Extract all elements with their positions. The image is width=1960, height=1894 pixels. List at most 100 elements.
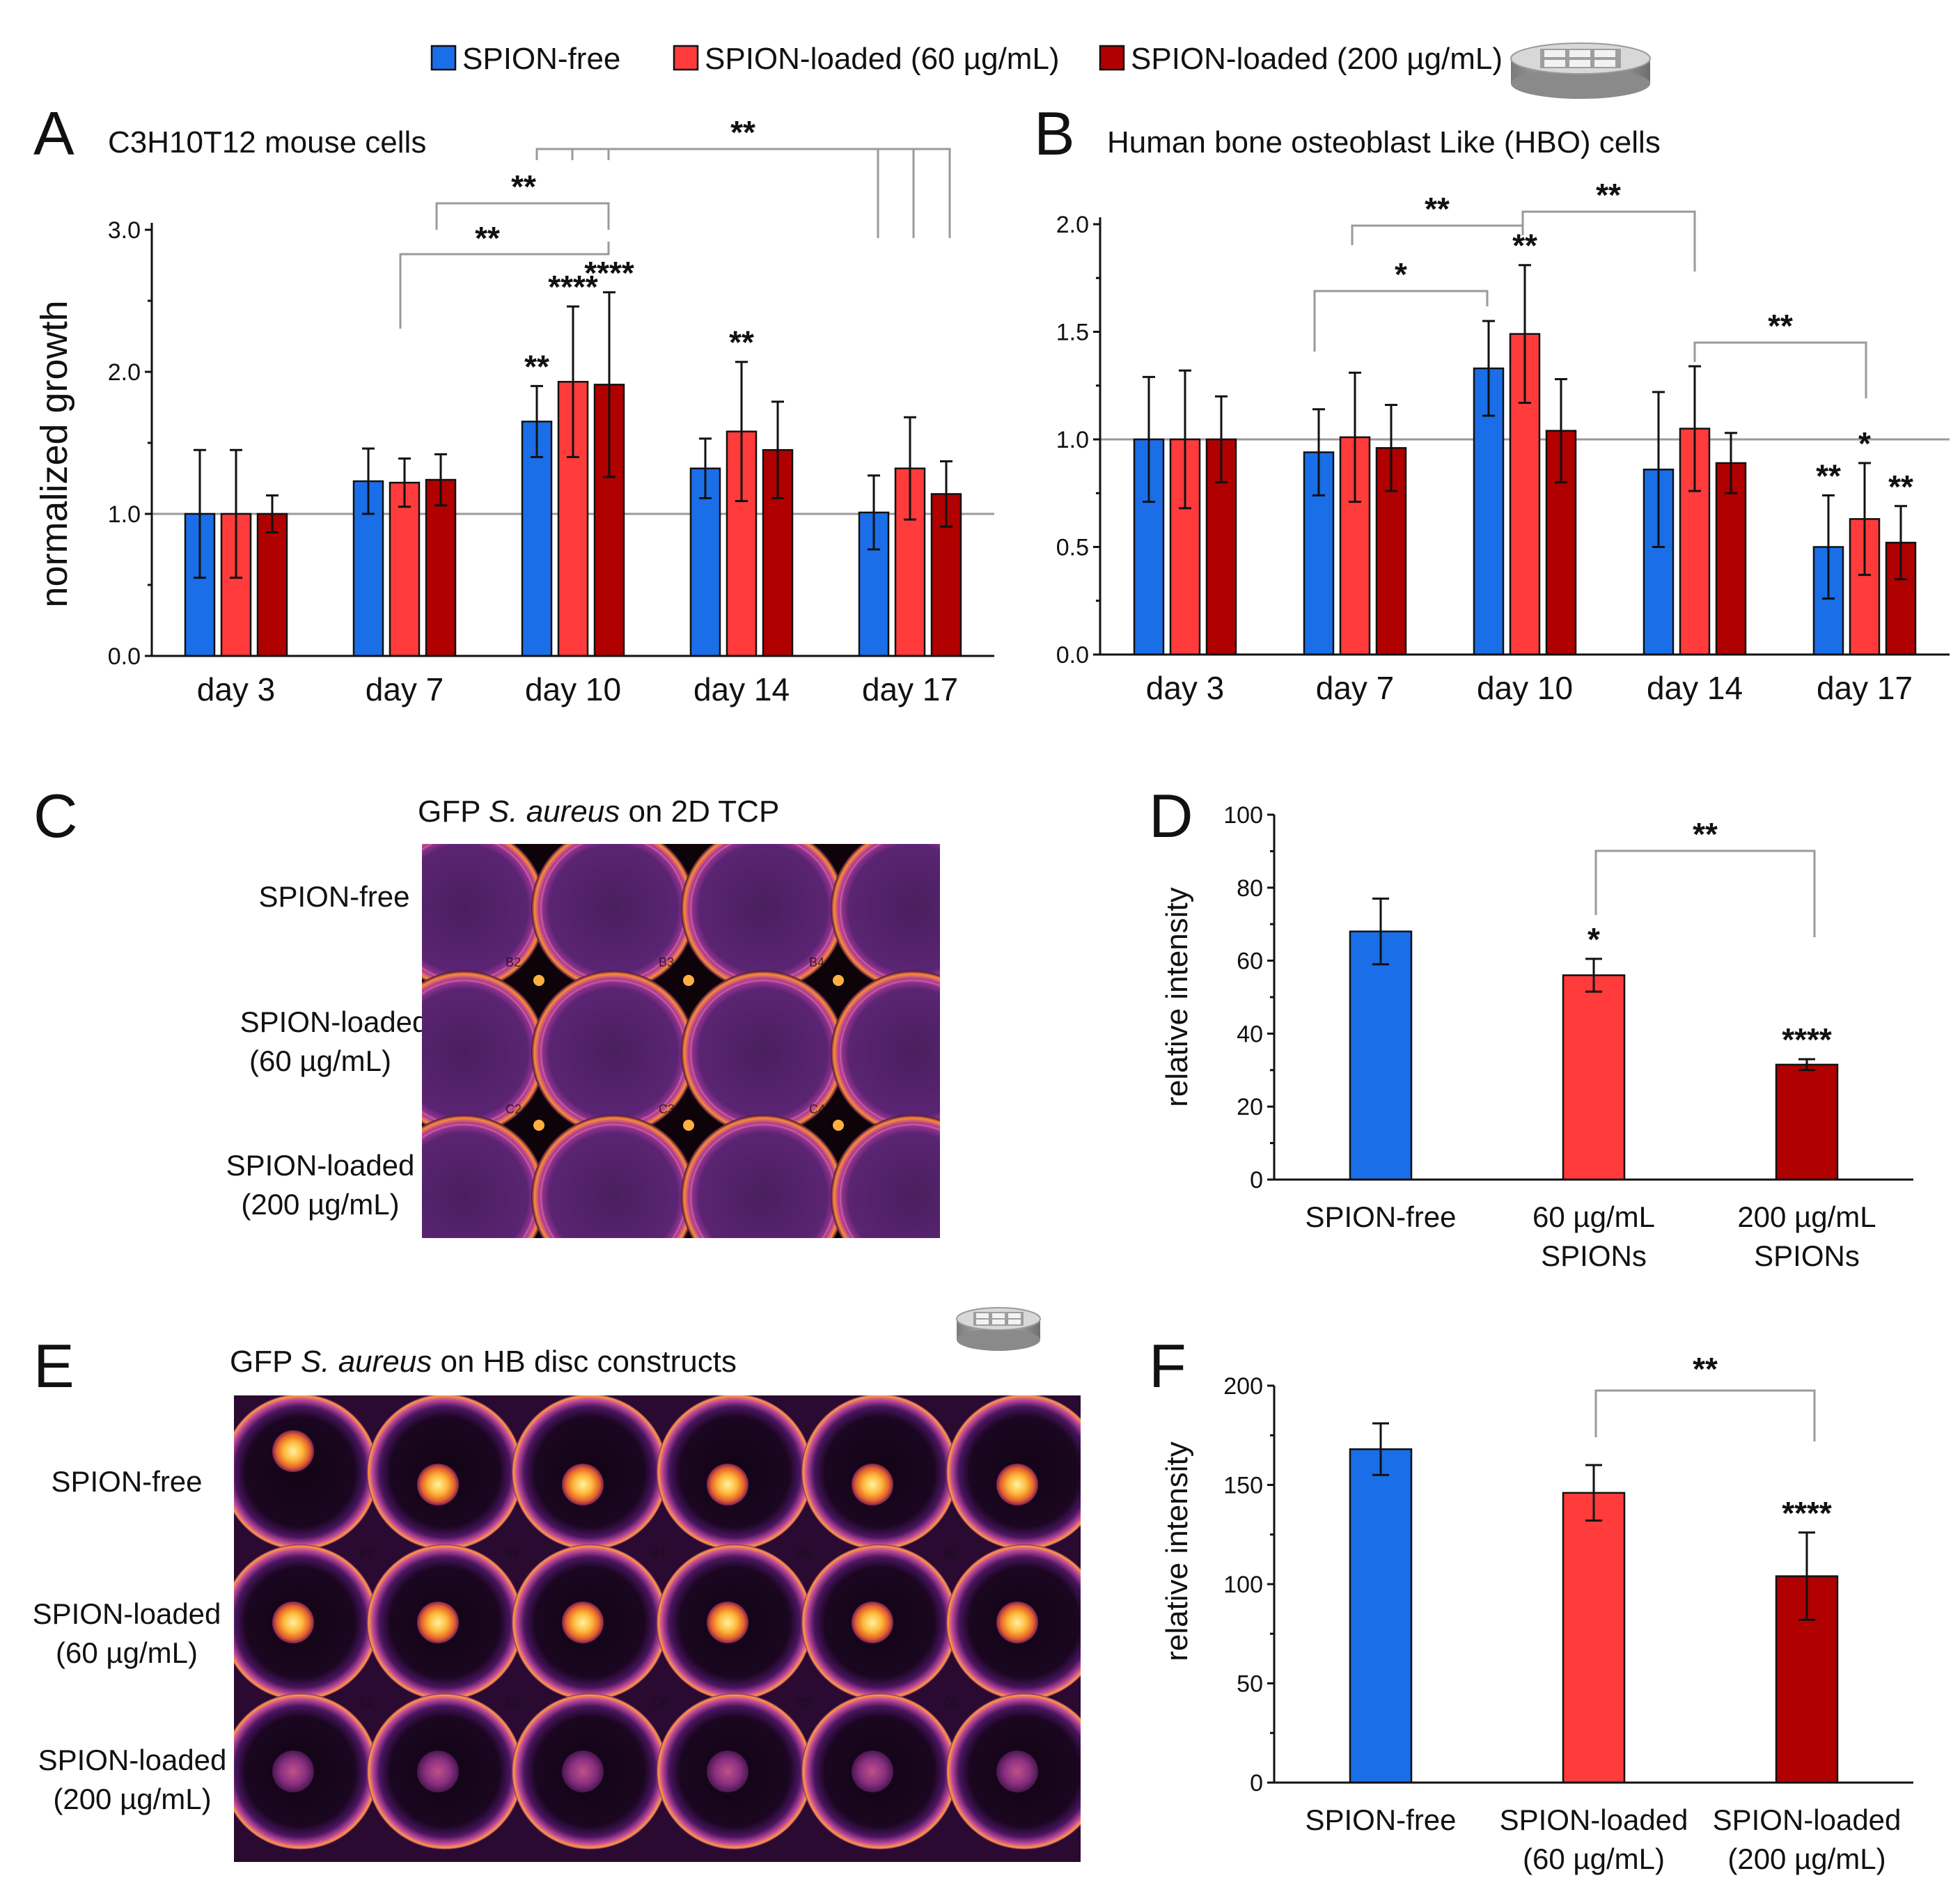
svg-text:C2: C2 (359, 1697, 374, 1709)
panel-c-well-junction (833, 975, 844, 986)
panel-b-significance-label: * (1858, 425, 1871, 462)
panel-b-significance-label: ** (1888, 469, 1913, 505)
panel-b-ytick-label: 1.5 (1056, 320, 1089, 346)
svg-text:B5: B5 (797, 1548, 810, 1560)
panel-c-well-junction (833, 1120, 844, 1131)
panel-a-bar-day-3-spion-loaded-200-g-ml (256, 512, 288, 657)
panel-d-ytick-label: 40 (1237, 1021, 1263, 1047)
panel-a: A C3H10T12 mouse cells normalized growth… (33, 99, 994, 707)
svg-text:C5: C5 (797, 1697, 811, 1709)
panel-c-well (831, 1115, 940, 1238)
panel-e-disc-construct (707, 1751, 748, 1792)
panel-a-plot: 0.0 1.0 2.0 3.0 day 3 day 7 day 10 day 14 day 17… (108, 217, 994, 707)
panel-f-category-label: SPION-loaded (1713, 1803, 1902, 1836)
svg-text:C4: C4 (809, 1102, 825, 1116)
bracket-b-day7-day10-label: * (1395, 256, 1407, 292)
panel-f-category-label: (200 µg/mL) (1727, 1842, 1885, 1875)
panel-letter-f: F (1149, 1331, 1186, 1400)
panel-c-well (531, 1115, 696, 1238)
panel-e-disc-construct (417, 1602, 459, 1643)
panel-c-well-junction (683, 1120, 694, 1131)
svg-text:C4: C4 (652, 1697, 666, 1709)
panel-d-category-label: SPIONs (1754, 1239, 1860, 1272)
panel-f-ytick-label: 150 (1223, 1473, 1263, 1499)
panel-b-ytick-label: 2.0 (1056, 212, 1089, 238)
panel-a-bar-day-14-spion-free (689, 467, 721, 657)
svg-text:C2: C2 (505, 1102, 522, 1116)
panel-a-ytick-label: 0.0 (108, 643, 141, 670)
panel-e-disc-construct (272, 1430, 314, 1472)
panel-a-bar-day-10-spion-free (521, 421, 553, 657)
legend-item-spion-200: SPION-loaded (200 µg/mL) (1099, 42, 1503, 76)
panel-a-axes (150, 223, 994, 657)
panel-e-well (234, 1395, 378, 1550)
panel-b-ytick-label: 1.0 (1056, 427, 1089, 453)
svg-text:C3: C3 (505, 1697, 520, 1709)
panel-a-ytick-label: 3.0 (108, 217, 141, 244)
panel-f-ytick-label: 100 (1223, 1572, 1263, 1598)
panel-a-significance-label: **** (584, 255, 634, 291)
panel-e-disc-construct (417, 1464, 459, 1505)
bracket-a-day7-day10 (435, 202, 610, 230)
panel-d-bar-60-g-ml-spions (1562, 974, 1626, 1181)
panel-d-ytick-label: 20 (1237, 1094, 1263, 1120)
panel-b-significance-label: ** (1512, 228, 1537, 264)
legend-swatch-spion-60 (673, 45, 699, 71)
panel-a-significance-label: ** (524, 348, 549, 384)
svg-text:B2: B2 (359, 1548, 373, 1560)
svg-text:C3: C3 (659, 1102, 675, 1116)
bracket-b-day7-day10-60 (1351, 224, 1524, 245)
panel-b-ytick-label: 0.5 (1056, 535, 1089, 561)
panel-e-row-label-spion-60: SPION-loaded (33, 1597, 221, 1630)
bracket-a-day7-day10-200 (399, 242, 610, 329)
bracket-a-day10-day17-label: ** (730, 114, 755, 150)
panel-f-significance-label: **** (1782, 1495, 1832, 1531)
panel-a-significance-label: **** (548, 269, 598, 305)
panel-d-category-label: 60 µg/mL (1532, 1200, 1655, 1233)
panel-b-plot: 0.0 0.5 1.0 1.5 2.0 day 3 day 7 day 10 day 14 day… (1056, 212, 1950, 706)
panel-e-row-label-spion-200-conc: (200 µg/mL) (53, 1783, 211, 1815)
panel-a-bar-day-7-spion-loaded-60-g-ml (389, 481, 421, 657)
panel-b: B Human bone osteoblast Like (HBO) cells… (1034, 99, 1950, 706)
panel-f-significance: ** (1594, 1351, 1816, 1441)
panel-c-row-label-spion-200: SPION-loaded (226, 1149, 415, 1182)
panel-b-title: Human bone osteoblast Like (HBO) cells (1107, 125, 1661, 159)
panel-e-disc-construct (852, 1602, 893, 1643)
panel-a-category-label: day 17 (862, 671, 958, 707)
svg-text:B2: B2 (505, 955, 521, 969)
panel-e-disc-construct (852, 1751, 893, 1792)
panel-e-row-label-spion-60-conc: (60 µg/mL) (56, 1636, 198, 1669)
panel-e-disc-construct (707, 1602, 748, 1643)
panel-c-well (422, 844, 546, 991)
panel-b-axes (1099, 217, 1950, 656)
panel-a-category-label: day 10 (525, 671, 621, 707)
panel-c-title: GFP S. aureus on 2D TCP (418, 795, 779, 829)
hb-disc-scaffold-icon (1510, 42, 1651, 99)
panel-d-plot: 0 20 40 60 80 100 SPION-free 60 µg/mL SPIONs * 200… (1223, 802, 1913, 1272)
panel-a-ytick-label: 1.0 (108, 501, 141, 528)
legend-label-spion-200: SPION-loaded (200 µg/mL) (1131, 42, 1503, 76)
panel-c-well (681, 971, 845, 1135)
panel-a-category-label: day 3 (197, 671, 276, 707)
legend-swatch-spion-200 (1099, 45, 1125, 71)
panel-a-significance: ** ** ** (399, 114, 951, 329)
panel-b-category-label: day 7 (1316, 670, 1395, 706)
panel-f-ytick-label: 0 (1250, 1770, 1263, 1797)
bracket-b-day7-day10 (1313, 290, 1489, 352)
panel-e-disc-construct (562, 1602, 604, 1643)
panel-d-ytick-label: 80 (1237, 875, 1263, 902)
panel-a-category-label: day 14 (693, 671, 790, 707)
panel-f-ytick-label: 50 (1237, 1671, 1263, 1698)
panel-f-axes (1273, 1386, 1913, 1784)
panel-f-ytick-label: 200 (1223, 1373, 1263, 1400)
legend-label-spion-free: SPION-free (462, 42, 620, 76)
svg-text:B3: B3 (659, 955, 674, 969)
panel-b-bar-day-17-spion-loaded-200-g-ml (1885, 542, 1917, 656)
panel-a-ytick-label: 2.0 (108, 359, 141, 386)
panel-e-disc-construct (562, 1751, 604, 1792)
panel-a-title: C3H10T12 mouse cells (108, 125, 426, 159)
panel-c-fluorescence-image: B2 B3 B4 C2 C3 C4 (422, 844, 940, 1238)
bracket-d-60-200-label: ** (1693, 816, 1718, 852)
panel-f: F relative intensity 0 50 100 150 200 SPION-f… (1149, 1331, 1913, 1875)
panel-letter-c: C (33, 781, 78, 850)
